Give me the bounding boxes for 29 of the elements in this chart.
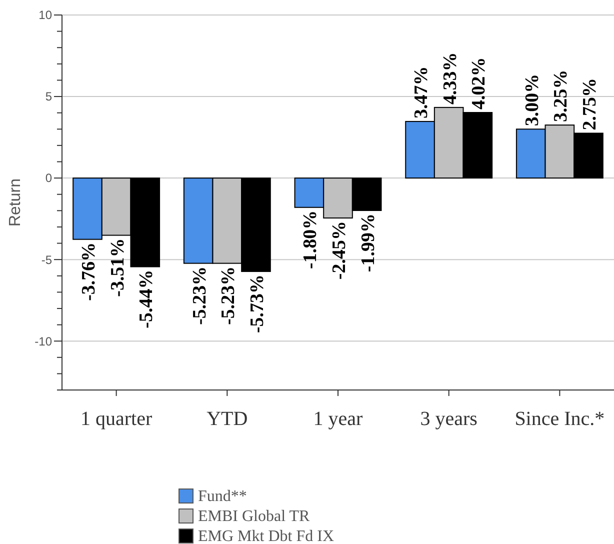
- y-axis-title: Return: [7, 178, 24, 227]
- y-tick-label: -10: [34, 334, 52, 348]
- data-label: 2.75%: [580, 78, 601, 130]
- y-tick-label: -5: [41, 252, 52, 267]
- legend-label: Fund**: [198, 488, 247, 505]
- y-tick-label: 10: [38, 8, 52, 22]
- x-tick-label: YTD: [206, 408, 248, 430]
- data-label: 4.02%: [468, 57, 490, 110]
- data-label: -1.99%: [358, 213, 379, 272]
- data-label: -5.73%: [246, 274, 268, 334]
- y-tick-label: 0: [45, 171, 52, 186]
- data-label: -3.51%: [107, 238, 128, 297]
- x-tick-label: 1 year: [313, 408, 364, 430]
- x-tick-label: 1 quarter: [80, 408, 152, 430]
- data-label: -2.45%: [329, 220, 350, 280]
- data-label: 3.00%: [522, 74, 543, 126]
- data-label: -5.44%: [136, 270, 158, 328]
- data-label: -3.76%: [78, 242, 100, 301]
- data-label: 4.33%: [440, 52, 461, 104]
- legend-label: EMBI Global TR: [198, 508, 310, 525]
- data-label: -5.23%: [218, 266, 240, 325]
- x-tick-label: 3 years: [420, 408, 478, 430]
- x-tick-label: Since Inc.*: [514, 408, 605, 430]
- legend-label: EMG Mkt Dbt Fd IX: [198, 528, 334, 544]
- data-label: 3.25%: [550, 70, 572, 122]
- y-tick-label: 5: [45, 90, 52, 104]
- data-label: -5.23%: [189, 266, 210, 325]
- data-label: 3.47%: [411, 66, 432, 118]
- data-label: -1.80%: [300, 210, 322, 269]
